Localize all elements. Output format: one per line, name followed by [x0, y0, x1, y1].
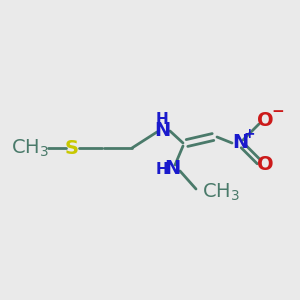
Text: O: O — [257, 110, 273, 130]
Text: N: N — [154, 122, 170, 140]
Text: N: N — [232, 134, 248, 152]
Text: S: S — [65, 139, 79, 158]
Text: +: + — [243, 127, 255, 141]
Text: O: O — [257, 155, 273, 175]
Text: CH$_3$: CH$_3$ — [202, 181, 240, 203]
Text: H: H — [156, 112, 168, 127]
Text: −: − — [272, 104, 284, 119]
Text: N: N — [164, 158, 180, 178]
Text: CH$_3$: CH$_3$ — [11, 137, 49, 159]
Text: H: H — [156, 163, 168, 178]
